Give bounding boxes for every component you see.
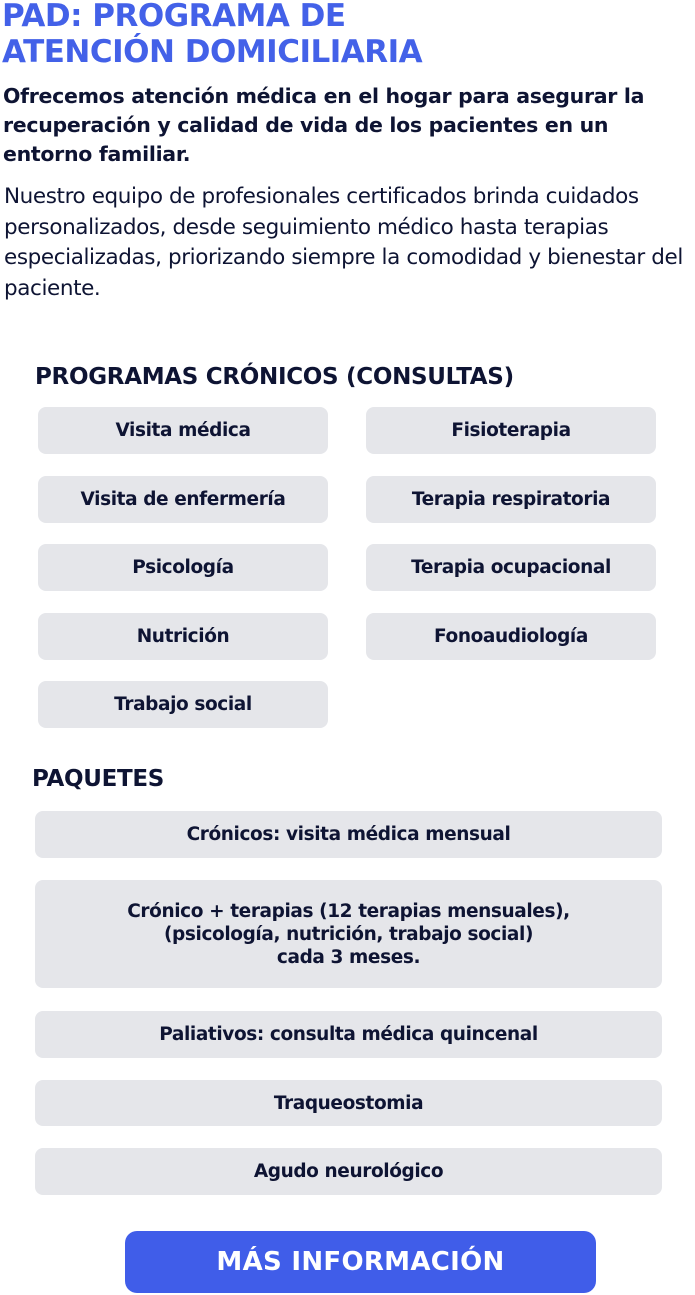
- package-item[interactable]: Paliativos: consulta médica quincenal: [35, 1011, 662, 1058]
- chronic-heading: PROGRAMAS CRÓNICOS (CONSULTAS): [35, 364, 514, 390]
- chronic-program-item[interactable]: Terapia ocupacional: [366, 544, 656, 591]
- chronic-program-item[interactable]: Fonoaudiología: [366, 612, 656, 660]
- package-item[interactable]: Traqueostomia: [35, 1080, 662, 1126]
- page-title: PAD: PROGRAMA DE ATENCIÓN DOMICILIARIA: [2, 0, 423, 70]
- package-item[interactable]: Crónico + terapias (12 terapias mensuale…: [35, 880, 662, 988]
- title-line-1: PAD: PROGRAMA DE: [2, 0, 346, 34]
- chronic-program-item[interactable]: Visita médica: [38, 407, 328, 454]
- package-item[interactable]: Crónicos: visita médica mensual: [35, 811, 662, 858]
- chronic-program-item[interactable]: Visita de enfermería: [38, 475, 328, 523]
- packages-heading: PAQUETES: [32, 766, 165, 792]
- chronic-program-item[interactable]: Nutrición: [38, 612, 328, 660]
- package-item[interactable]: Agudo neurológico: [35, 1148, 662, 1195]
- more-info-button[interactable]: MÁS INFORMACIÓN: [125, 1231, 596, 1293]
- chronic-program-item[interactable]: Psicología: [38, 544, 328, 591]
- chronic-program-item[interactable]: Fisioterapia: [366, 407, 656, 454]
- chronic-program-item[interactable]: Terapia respiratoria: [366, 475, 656, 523]
- lead-text: Ofrecemos atención médica en el hogar pa…: [3, 84, 645, 166]
- body-text: Nuestro equipo de profesionales certific…: [4, 184, 683, 301]
- chronic-program-item[interactable]: Trabajo social: [38, 681, 328, 728]
- title-line-2: ATENCIÓN DOMICILIARIA: [2, 34, 423, 70]
